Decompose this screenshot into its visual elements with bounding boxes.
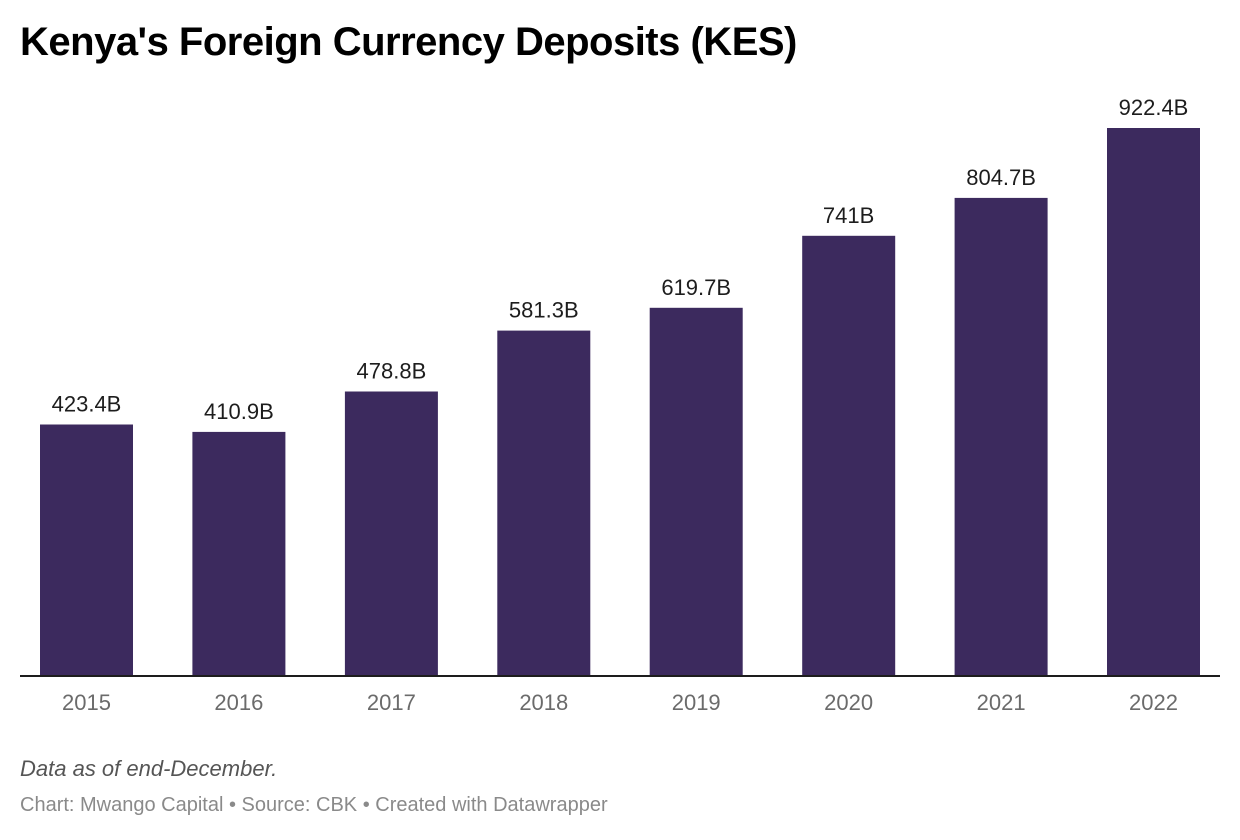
- value-label-2020: 741B: [823, 203, 874, 228]
- value-label-2017: 478.8B: [357, 359, 427, 384]
- x-tick-label-2018: 2018: [519, 690, 568, 715]
- x-tick-label-2016: 2016: [214, 690, 263, 715]
- value-label-2021: 804.7B: [966, 165, 1036, 190]
- x-tick-label-2019: 2019: [672, 690, 721, 715]
- value-labels-group: 423.4B 410.9B 478.8B 581.3B 619.7B 741B 804.7B…: [52, 95, 1189, 424]
- bar-2020: [802, 235, 896, 677]
- bar-2021: [954, 197, 1048, 676]
- x-tick-labels-group: 2015 2016 2017 2018 2019 2020 2021 2022: [62, 690, 1178, 715]
- x-tick-label-2021: 2021: [977, 690, 1026, 715]
- bar-chart: 423.4B 410.9B 478.8B 581.3B 619.7B 741B 804.7B…: [20, 95, 1220, 715]
- chart-credits: Chart: Mwango Capital • Source: CBK • Cr…: [20, 794, 608, 816]
- chart-title: Kenya's Foreign Currency Deposits (KES): [20, 20, 797, 64]
- x-tick-label-2022: 2022: [1129, 690, 1178, 715]
- value-label-2019: 619.7B: [661, 275, 731, 300]
- bar-2016: [192, 431, 286, 676]
- bar-2019: [649, 307, 743, 676]
- bar-2017: [344, 391, 438, 676]
- bar-2018: [497, 330, 591, 676]
- x-tick-label-2015: 2015: [62, 690, 111, 715]
- value-label-2016: 410.9B: [204, 399, 274, 424]
- x-tick-label-2020: 2020: [824, 690, 873, 715]
- data-note: Data as of end-December.: [20, 756, 278, 781]
- value-label-2022: 922.4B: [1119, 95, 1189, 120]
- x-tick-label-2017: 2017: [367, 690, 416, 715]
- bars-group: [40, 128, 1200, 677]
- value-label-2018: 581.3B: [509, 298, 579, 323]
- value-label-2015: 423.4B: [52, 392, 122, 417]
- bar-2015: [40, 424, 133, 676]
- bar-2022: [1107, 128, 1200, 676]
